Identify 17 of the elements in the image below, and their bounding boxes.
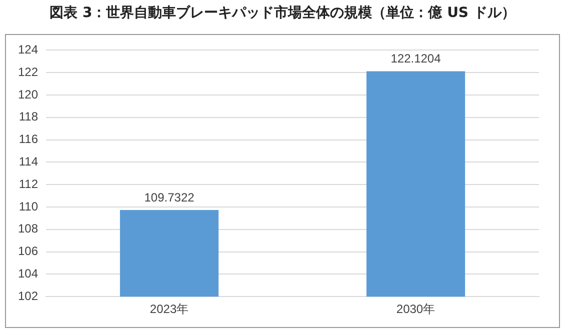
y-tick-label: 114 [18,154,38,169]
y-tick-label: 120 [18,87,38,102]
x-tick-label: 2023年 [150,302,189,316]
y-tick-label: 102 [18,288,38,303]
data-label: 109.7322 [144,190,195,204]
y-tick-label: 118 [18,110,38,124]
y-tick-label: 112 [18,176,38,191]
y-tick-label: 106 [18,244,38,258]
y-tick-label: 116 [18,132,38,146]
y-tick-label: 124 [18,42,38,57]
y-tick-label: 110 [18,199,38,214]
y-tick-label: 122 [18,64,38,79]
data-label: 122.1204 [390,52,442,66]
x-tick-label: 2030年 [396,302,436,316]
y-tick-label: 104 [18,266,38,281]
chart-title: 図表 3：世界自動車ブレーキパッド市場全体の規模（単位：億 US ドル） [48,4,516,22]
y-tick-label: 108 [18,222,38,236]
